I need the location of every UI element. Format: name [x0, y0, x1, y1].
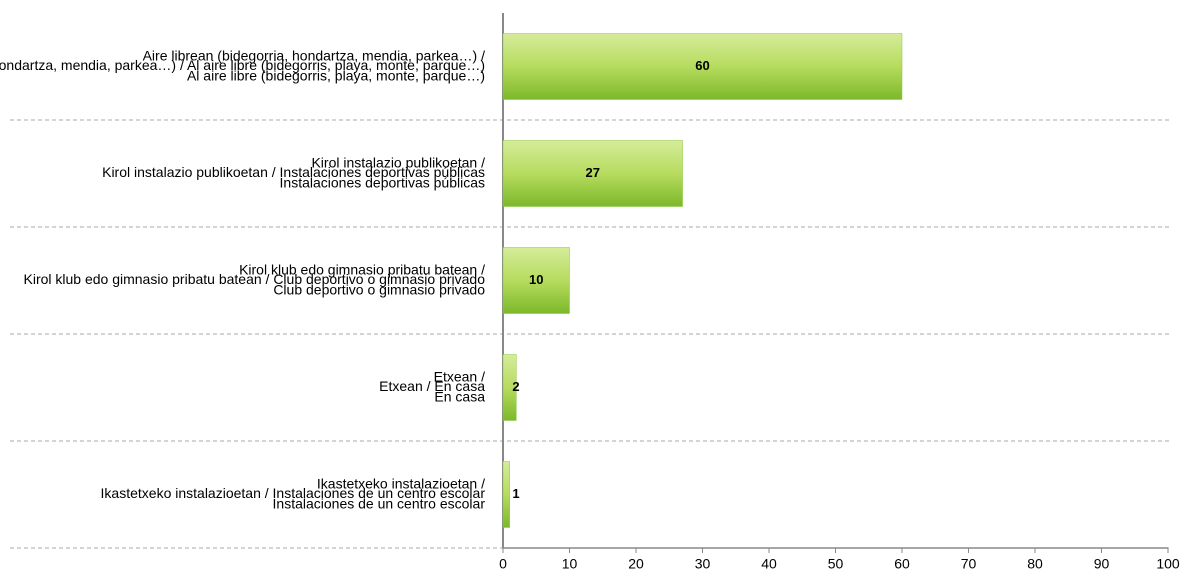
category-line: Club deportivo o gimnasio privado	[273, 281, 485, 297]
x-tick-label: 0	[499, 556, 507, 572]
category-line: Aire librean (bidegorria, hondartza, men…	[143, 47, 486, 63]
x-tick-label: 50	[828, 556, 844, 572]
value-label: 60	[695, 58, 709, 73]
value-label: 1	[512, 486, 519, 501]
category-label: Kirol klub edo gimnasio pribatu batean /…	[24, 261, 486, 297]
category-line: Ikastetxeko instalazioetan /	[317, 475, 485, 491]
category-label: Etxean / En casaEtxean / En casa	[379, 368, 485, 404]
value-label: 2	[512, 379, 519, 394]
category-line: Kirol instalazio publikoetan /	[311, 154, 485, 170]
category-line: Al aire libre (bidegorris, playa, monte,…	[187, 67, 485, 83]
category-label: Aire librean (bidegorria, hondartza, men…	[0, 47, 485, 83]
category-line: Instalaciones deportivas públicas	[280, 174, 485, 190]
category-line: Instalaciones de un centro escolar	[273, 495, 486, 511]
x-tick-label: 80	[1027, 556, 1043, 572]
x-tick-label: 90	[1094, 556, 1110, 572]
x-tick-label: 30	[695, 556, 711, 572]
x-tick-label: 10	[562, 556, 578, 572]
category-label: Ikastetxeko instalazioetan / Instalacion…	[101, 475, 486, 511]
x-tick-label: 20	[628, 556, 644, 572]
bar	[502, 354, 517, 421]
x-tick-label: 60	[894, 556, 910, 572]
x-tick-label: 100	[1156, 556, 1180, 572]
bar	[502, 461, 510, 528]
value-label: 27	[586, 165, 600, 180]
category-label: Kirol instalazio publikoetan / Instalaci…	[102, 154, 485, 190]
value-label: 10	[529, 272, 543, 287]
x-tick-label: 40	[761, 556, 777, 572]
bar	[502, 247, 570, 314]
category-line: En casa	[434, 388, 485, 404]
x-tick-label: 70	[961, 556, 977, 572]
category-line: Kirol klub edo gimnasio pribatu batean /	[239, 261, 485, 277]
bar	[502, 140, 683, 207]
bar	[502, 33, 903, 100]
category-line: Etxean /	[434, 368, 485, 384]
